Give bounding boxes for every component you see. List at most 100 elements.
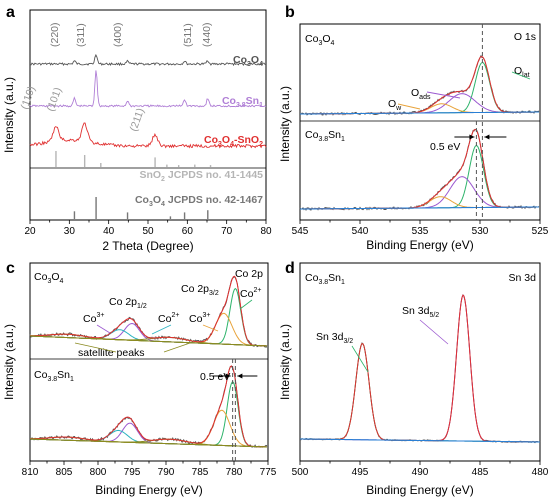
panel-c-ylabel: Intensity (a.u.) <box>2 324 16 400</box>
panel-letter-a: a <box>6 4 15 21</box>
panel-c-shift-label: 0.5 eV <box>200 371 230 383</box>
panel-b-xticks: 545 540 535 530 525 <box>292 220 549 237</box>
panel-a-series <box>29 53 267 149</box>
hkl-101: (101) <box>45 86 65 113</box>
raw-0 <box>299 293 541 444</box>
xtick-label-6: 780 <box>226 467 243 478</box>
xtick-label-4: 60 <box>182 226 194 237</box>
xtick-label-3: 485 <box>472 467 489 478</box>
label-sn3d32: Sn 3d3/2 <box>316 331 353 345</box>
panel-c-title: Co 2p <box>235 268 263 280</box>
panel-letter-d: d <box>285 260 295 277</box>
panel-b-sample-top: Co3O4 <box>305 33 335 47</box>
panel-d-title: Sn 3d <box>509 272 537 284</box>
panel-c-sample-top: Co3O4 <box>34 271 64 285</box>
legend-co3o4: Co3O4 <box>233 54 263 68</box>
pointer-satellite-right <box>163 342 191 353</box>
pointer-co3plus-right <box>202 324 219 332</box>
raw-1 <box>299 129 540 212</box>
pointer-satellite-left <box>74 342 117 353</box>
xtick-label-1: 540 <box>352 226 369 237</box>
xtick-label-2: 40 <box>103 226 115 237</box>
label-co2p12: Co 2p1/2 <box>109 296 147 310</box>
component-0-2 <box>30 322 268 347</box>
panel-d-xticks: 500 495 490 485 480 <box>292 461 549 478</box>
pointer-o-ads <box>426 91 461 99</box>
xtick-label-5: 70 <box>221 226 233 237</box>
panel-letter-b: b <box>285 4 295 21</box>
pointer-co3plus-left <box>96 324 111 334</box>
hkl-440: (440) <box>201 22 213 47</box>
panel-d-xlabel: Binding Energy (eV) <box>366 483 473 497</box>
label-co2plus-left: Co2+ <box>158 312 179 325</box>
xtick-label-2: 490 <box>412 467 429 478</box>
envelope-0 <box>30 275 268 347</box>
envelope-0 <box>300 55 539 115</box>
label-satellite: satellite peaks <box>78 347 145 359</box>
background-1 <box>30 438 268 448</box>
panel-d-curves <box>299 293 541 444</box>
xtick-label-4: 525 <box>532 226 549 237</box>
panel-b-xlabel: Binding Energy (eV) <box>366 238 473 252</box>
component-1-1 <box>30 409 268 448</box>
legend-co38sn1: Co3.8Sn1 <box>222 95 263 109</box>
xtick-label-2: 800 <box>90 467 107 478</box>
hkl-311: (311) <box>75 23 87 47</box>
envelope-0 <box>300 294 540 443</box>
label-o-ads: Oads <box>411 87 431 101</box>
label-co3plus-right: Co3+ <box>189 312 210 325</box>
panel-c-xticks: 810 805 800 795 790 785 780 775 <box>22 461 277 478</box>
xtick-label-2: 535 <box>412 226 429 237</box>
panel-c-shift-arrows <box>212 373 258 379</box>
xtick-label-3: 795 <box>124 467 141 478</box>
panel-d-frame <box>299 262 541 462</box>
component-0-0 <box>300 62 539 115</box>
legend-co3o4-sno2: Co3O4-SnO2 <box>204 134 263 148</box>
xtick-label-4: 480 <box>532 467 549 478</box>
c-arrowhead-right <box>237 373 243 379</box>
panel-c-curves <box>29 275 268 448</box>
legend-co3o4-jcpds: Co3O4 JCPDS no. 42-1467 <box>135 194 263 208</box>
panel-a-ylabel: Intensity (a.u.) <box>2 77 16 153</box>
label-o-w: Ow <box>388 98 402 112</box>
envelope-1 <box>300 128 539 210</box>
xtick-label-0: 20 <box>24 226 36 237</box>
xtick-label-0: 810 <box>22 467 39 478</box>
pointer-sn3d52 <box>419 319 449 345</box>
panel-a-frame <box>29 9 267 221</box>
background-0 <box>300 438 540 443</box>
hkl-211: (211) <box>128 107 147 133</box>
xtick-label-1: 30 <box>64 226 76 237</box>
panel-letter-c: c <box>6 260 15 277</box>
legend-sno2-jcpds: SnO2 JCPDS no. 41-1445 <box>139 169 263 183</box>
hkl-400: (400) <box>112 22 124 47</box>
panel-c-xlabel: Binding Energy (eV) <box>95 483 202 497</box>
background-0 <box>30 335 268 347</box>
component-1-3 <box>30 429 268 448</box>
background-0 <box>300 111 539 115</box>
hkl-511: (511) <box>182 23 194 47</box>
label-co2p32: Co 2p3/2 <box>181 283 219 297</box>
raw-0 <box>299 54 540 116</box>
pointer-co2plus-right <box>239 299 253 310</box>
component-1-0 <box>300 145 539 210</box>
panel-a-xlabel: 2 Theta (Degree) <box>102 239 193 253</box>
panel-b-ylabel: Intensity (a.u.) <box>278 86 292 162</box>
xtick-label-1: 805 <box>56 467 73 478</box>
hkl-110: (110) <box>19 85 38 111</box>
arrowhead-left <box>469 134 475 140</box>
xtick-label-0: 500 <box>292 467 309 478</box>
pointer-sn3d32 <box>351 345 369 373</box>
component-1-1 <box>300 176 539 210</box>
xrd-line-1 <box>29 70 267 108</box>
panel-b-sample-bottom: Co3.8Sn1 <box>305 129 345 143</box>
xtick-label-5: 785 <box>192 467 209 478</box>
raw-0 <box>29 275 268 348</box>
panel-b-shift-label: 0.5 eV <box>430 141 460 153</box>
component-0-1 <box>300 343 540 443</box>
label-co3plus-left: Co3+ <box>83 312 104 325</box>
xtick-label-3: 50 <box>142 226 154 237</box>
panel-d-ylabel: Intensity (a.u.) <box>278 324 292 400</box>
xtick-label-6: 80 <box>260 226 272 237</box>
xrd-line-0 <box>30 53 267 67</box>
